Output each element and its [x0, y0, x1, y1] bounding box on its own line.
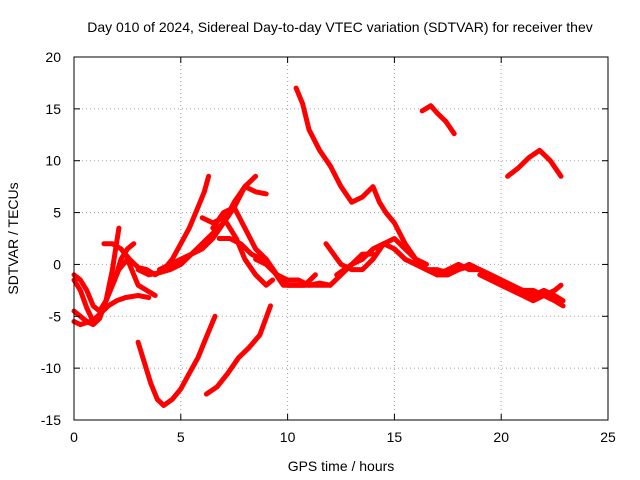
x-tick-label: 10	[280, 429, 296, 445]
chart-title: Day 010 of 2024, Sidereal Day-to-day VTE…	[87, 19, 593, 35]
series-track-11	[210, 204, 333, 288]
x-tick-label: 0	[70, 429, 78, 445]
y-tick-label: 0	[53, 256, 61, 272]
x-tick-label: 20	[493, 429, 509, 445]
series-track-9	[203, 303, 273, 397]
plot-frame	[73, 56, 609, 421]
grid	[74, 57, 608, 420]
series-track-12	[216, 236, 318, 288]
data-series-group	[71, 85, 566, 408]
y-tick-label: 10	[45, 153, 61, 169]
y-tick-label: -10	[41, 360, 61, 376]
series-track-20	[477, 272, 566, 309]
series-track-7	[156, 184, 269, 273]
y-tick-label: 5	[53, 205, 61, 221]
y-axis-label: SDTVAR / TECUs	[5, 182, 21, 294]
y-tick-label: -5	[49, 308, 62, 324]
x-tick-label: 5	[177, 429, 185, 445]
series-track-14	[293, 85, 429, 267]
x-axis-label: GPS time / hours	[288, 458, 395, 474]
series-track-6	[135, 173, 259, 278]
y-tick-label: 15	[45, 101, 61, 117]
series-track-21	[419, 103, 457, 137]
y-tick-label: -15	[41, 412, 61, 428]
series-track-8	[135, 313, 218, 408]
axis-ticks: 0 5 10 15 20 25 -15 -10 -5 0 5 10 15 20	[41, 49, 616, 445]
y-tick-label: 20	[45, 49, 61, 65]
x-tick-label: 25	[600, 429, 616, 445]
series-track-22	[505, 147, 564, 179]
x-tick-label: 15	[387, 429, 403, 445]
